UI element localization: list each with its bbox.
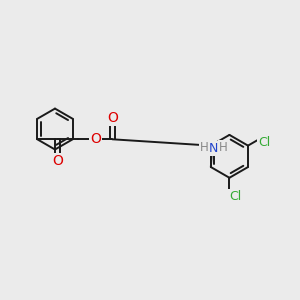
Text: O: O bbox=[90, 132, 101, 146]
Text: N: N bbox=[209, 142, 218, 155]
Text: Cl: Cl bbox=[229, 190, 242, 203]
Text: O: O bbox=[52, 154, 63, 168]
Text: O: O bbox=[107, 111, 118, 125]
Text: Cl: Cl bbox=[258, 136, 270, 149]
Text: H: H bbox=[200, 141, 208, 154]
Text: H: H bbox=[219, 141, 228, 154]
